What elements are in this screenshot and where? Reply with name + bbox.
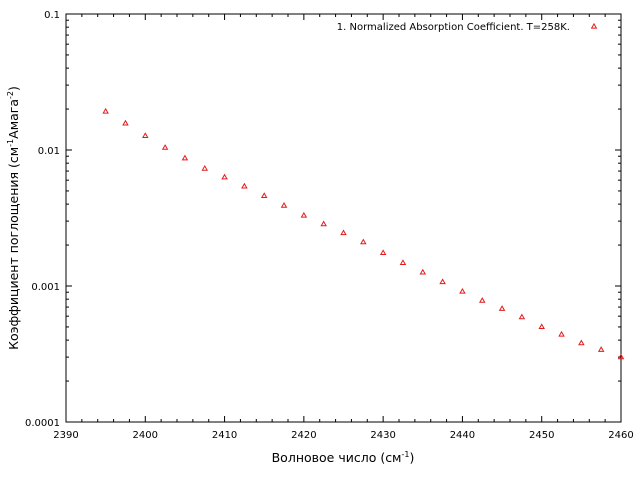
x-tick-label: 2440 [450, 430, 475, 441]
y-tick-label: 0.0001 [25, 418, 60, 429]
y-tick-label: 0.1 [44, 10, 60, 21]
data-point [597, 346, 605, 352]
data-point [617, 353, 625, 360]
legend-marker [590, 22, 598, 29]
y-axis-ticks: 0.0001 0.001 0.01 0.1 [25, 10, 621, 429]
data-point [379, 249, 387, 256]
x-tick-label: 2390 [53, 430, 78, 441]
data-point [518, 313, 526, 320]
data-point [241, 182, 248, 189]
data-point [360, 238, 367, 245]
data-point [260, 192, 268, 198]
data-point [558, 330, 565, 337]
data-point [280, 202, 288, 208]
y-tick-label: 0.01 [38, 146, 60, 157]
legend: 1. Normalized Absorption Coefficient. T=… [337, 22, 598, 33]
x-tick-label: 2460 [608, 430, 633, 441]
x-axis-title: Волновое число (см-1) [272, 450, 415, 465]
data-point [498, 305, 506, 311]
data-point [399, 259, 407, 265]
data-point [439, 278, 446, 285]
data-point [478, 297, 486, 303]
data-point [300, 211, 308, 218]
data-point [459, 287, 466, 294]
data-point [102, 107, 109, 114]
data-points [102, 107, 625, 360]
legend-label: 1. Normalized Absorption Coefficient. T=… [337, 22, 570, 33]
data-point [201, 164, 209, 171]
data-point [142, 132, 149, 138]
x-tick-label: 2420 [291, 430, 316, 441]
data-point [122, 119, 129, 126]
x-tick-label: 2430 [370, 430, 395, 441]
data-point [578, 339, 585, 346]
data-point [181, 154, 189, 161]
data-point [320, 220, 327, 227]
y-axis-title: Коэффициент поглощения (см-1Амага-2) [6, 86, 21, 350]
data-point [221, 173, 228, 180]
data-point [340, 229, 347, 236]
x-axis-ticks: 2390 2400 2410 2420 2430 2440 2450 2460 [53, 14, 634, 441]
x-tick-label: 2450 [529, 430, 554, 441]
data-point [419, 268, 427, 275]
data-point [538, 323, 545, 330]
y-tick-label: 0.001 [31, 282, 60, 293]
x-tick-label: 2410 [212, 430, 237, 441]
data-point [161, 144, 169, 150]
plot-frame [65, 13, 622, 423]
x-tick-label: 2400 [133, 430, 158, 441]
plot-border [65, 13, 622, 423]
